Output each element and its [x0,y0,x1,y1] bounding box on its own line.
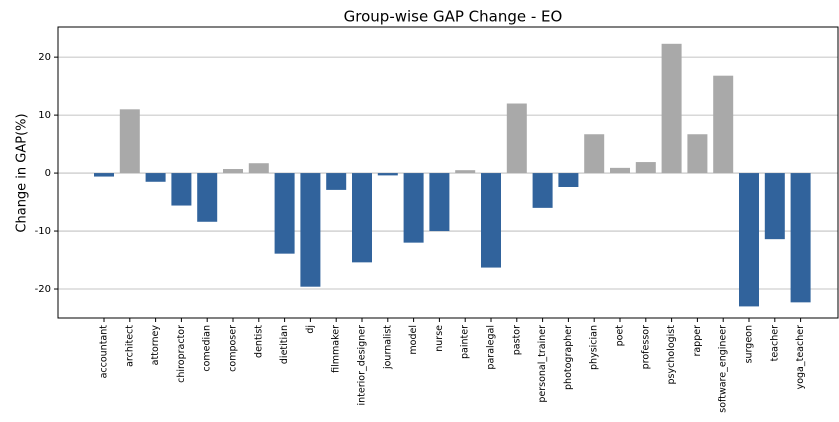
bar [764,173,785,240]
x-tick-label: surgeon [744,325,755,363]
x-tick-label: journalist [382,325,393,370]
x-tick-label: teacher [769,325,780,361]
x-tick-label: dj [305,325,316,334]
bar [145,173,166,182]
bar [532,173,553,208]
x-tick-label: accountant [99,325,110,379]
x-tick-label: pastor [511,325,522,355]
x-tick-label: model [408,325,419,355]
x-tick-label: poet [615,325,626,347]
chart-title: Group-wise GAP Change - EO [344,8,563,26]
bar [94,173,114,177]
x-tick-label: attorney [150,325,161,366]
bar [687,134,708,174]
bar [197,173,218,222]
bar [610,167,630,174]
x-tick-label: dietitian [279,325,290,364]
x-tick-label: chiropractor [176,325,187,383]
bar [713,75,734,174]
bar [635,162,656,174]
y-tick-label: 20 [38,52,51,63]
x-tick-label: nurse [434,325,445,352]
bar [661,43,682,174]
bar [739,173,759,307]
x-tick-label: architect [124,325,135,367]
bar [171,173,192,206]
y-axis-label: Change in GAP(%) [15,113,30,232]
x-tick-label: psychologist [666,325,677,385]
bar [352,173,372,263]
bar [429,173,450,232]
x-tick-label: comedian [202,325,213,372]
bar [558,173,579,187]
plot-frame [57,26,839,319]
bar [506,103,527,174]
bar [223,169,243,174]
bar [248,163,269,174]
x-tick-label: interior_designer [357,325,368,406]
x-tick-label: composer [228,325,239,372]
bar [481,173,501,268]
x-tick-label: paralegal [486,325,497,370]
y-tick-label: 10 [38,110,51,121]
x-tick-label: yoga_teacher [795,325,806,390]
bar [326,173,347,190]
y-tick-label: 0 [45,168,51,179]
bar [455,170,476,174]
x-tick-label: dentist [253,325,264,358]
bar [584,134,605,174]
x-tick-label: photographer [563,325,574,390]
bar [790,173,811,303]
bar [377,173,398,176]
bar [274,173,295,254]
x-tick-label: software_engineer [718,325,729,413]
bar [403,173,424,243]
bar [119,109,140,174]
y-tick-label: -20 [35,284,51,295]
y-tick-label: -10 [35,226,51,237]
x-tick-label: rapper [692,325,703,357]
x-tick-label: personal_trainer [537,325,548,403]
x-tick-label: physician [589,325,600,370]
x-tick-label: painter [460,325,471,359]
x-tick-label: filmmaker [331,325,342,373]
x-tick-label: professor [640,325,651,369]
bar [300,173,321,287]
